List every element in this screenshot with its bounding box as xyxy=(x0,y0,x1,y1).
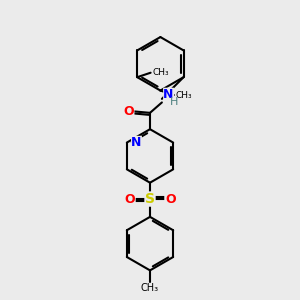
Text: CH₃: CH₃ xyxy=(175,91,192,100)
Text: H: H xyxy=(170,98,178,107)
Text: CH₃: CH₃ xyxy=(141,283,159,293)
Text: N: N xyxy=(131,136,142,149)
Text: O: O xyxy=(165,193,175,206)
Text: O: O xyxy=(124,105,134,118)
Text: S: S xyxy=(145,192,155,206)
Text: O: O xyxy=(124,193,135,206)
Text: CH₃: CH₃ xyxy=(152,68,169,77)
Text: N: N xyxy=(164,88,174,101)
